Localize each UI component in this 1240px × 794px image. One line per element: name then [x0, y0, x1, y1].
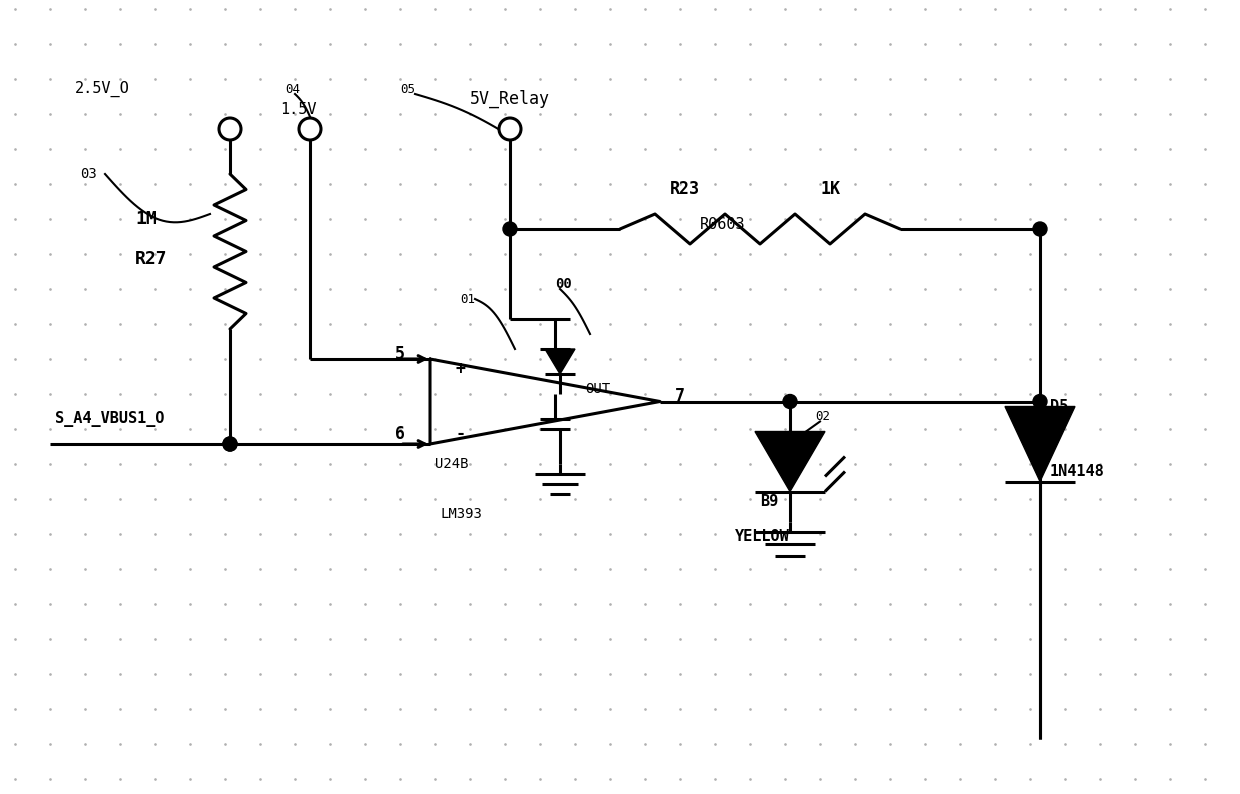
Text: -: - — [455, 425, 465, 443]
Text: 1K: 1K — [820, 180, 839, 198]
Text: 01: 01 — [460, 292, 475, 306]
Text: 1N4148: 1N4148 — [1050, 464, 1105, 479]
Text: 00: 00 — [556, 277, 572, 291]
Text: YELLOW: YELLOW — [735, 529, 790, 544]
Text: +: + — [455, 360, 465, 378]
Text: 1.5V: 1.5V — [280, 102, 316, 117]
Circle shape — [223, 437, 237, 451]
Circle shape — [299, 118, 321, 140]
Circle shape — [219, 118, 241, 140]
Text: 03: 03 — [81, 167, 97, 181]
Text: 5: 5 — [396, 345, 405, 363]
Text: R27: R27 — [135, 250, 167, 268]
Polygon shape — [546, 349, 575, 374]
Text: 7: 7 — [675, 387, 684, 405]
Circle shape — [223, 437, 237, 451]
Text: 02: 02 — [815, 410, 830, 423]
Text: R0603: R0603 — [701, 217, 745, 232]
Circle shape — [1033, 395, 1047, 408]
Circle shape — [503, 222, 517, 236]
Text: 05: 05 — [401, 83, 415, 95]
Text: 1M: 1M — [135, 210, 156, 228]
Circle shape — [782, 395, 797, 408]
Polygon shape — [755, 431, 825, 491]
Text: 04: 04 — [285, 83, 300, 95]
Polygon shape — [1004, 407, 1075, 481]
Text: R23: R23 — [670, 180, 701, 198]
Text: D5: D5 — [1050, 399, 1068, 414]
Text: B9: B9 — [760, 494, 779, 509]
Text: LM393: LM393 — [440, 507, 482, 521]
Text: 6: 6 — [396, 425, 405, 443]
Text: 5V_Relay: 5V_Relay — [470, 90, 551, 108]
Text: S_A4_VBUS1_O: S_A4_VBUS1_O — [55, 411, 165, 427]
Text: U24B: U24B — [435, 457, 469, 471]
Circle shape — [498, 118, 521, 140]
Text: 2.5V_O: 2.5V_O — [74, 81, 130, 97]
Circle shape — [1033, 222, 1047, 236]
Text: OUT: OUT — [585, 382, 610, 396]
